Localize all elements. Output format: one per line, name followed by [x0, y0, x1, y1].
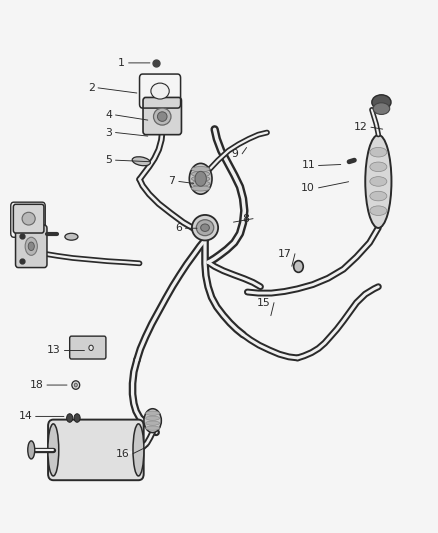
Text: 5: 5 — [105, 155, 112, 165]
Text: 12: 12 — [354, 122, 367, 132]
Text: 6: 6 — [175, 223, 182, 233]
FancyBboxPatch shape — [143, 98, 181, 135]
Ellipse shape — [201, 224, 209, 231]
Ellipse shape — [74, 383, 78, 387]
Ellipse shape — [146, 411, 159, 415]
Ellipse shape — [28, 441, 35, 459]
Ellipse shape — [372, 95, 391, 110]
Text: 14: 14 — [18, 411, 32, 422]
Ellipse shape — [191, 185, 210, 191]
Ellipse shape — [191, 181, 210, 186]
Ellipse shape — [151, 83, 169, 99]
Ellipse shape — [153, 108, 171, 125]
Text: 4: 4 — [105, 110, 112, 120]
Ellipse shape — [72, 381, 80, 389]
Ellipse shape — [21, 213, 34, 227]
Ellipse shape — [157, 112, 167, 122]
Ellipse shape — [146, 416, 159, 421]
Ellipse shape — [370, 176, 387, 186]
Ellipse shape — [191, 176, 210, 181]
Text: 13: 13 — [47, 345, 61, 356]
Ellipse shape — [133, 424, 144, 476]
Text: 16: 16 — [116, 449, 130, 458]
FancyBboxPatch shape — [70, 336, 106, 359]
FancyBboxPatch shape — [15, 225, 47, 268]
Ellipse shape — [195, 171, 206, 186]
Ellipse shape — [132, 157, 150, 166]
Ellipse shape — [365, 135, 392, 228]
Ellipse shape — [370, 206, 387, 215]
Ellipse shape — [373, 103, 390, 115]
Text: 15: 15 — [257, 297, 271, 308]
Ellipse shape — [25, 237, 37, 255]
Ellipse shape — [192, 215, 218, 240]
Ellipse shape — [89, 345, 93, 351]
Ellipse shape — [65, 233, 78, 240]
Text: 9: 9 — [232, 149, 239, 159]
Text: 7: 7 — [169, 176, 175, 187]
Ellipse shape — [191, 171, 210, 176]
Ellipse shape — [370, 162, 387, 172]
Ellipse shape — [189, 164, 212, 194]
Text: 1: 1 — [118, 58, 125, 68]
FancyBboxPatch shape — [48, 419, 144, 480]
Ellipse shape — [48, 424, 59, 476]
Ellipse shape — [67, 414, 73, 422]
Text: 17: 17 — [278, 249, 291, 259]
Text: 3: 3 — [105, 127, 112, 138]
Text: 18: 18 — [30, 380, 43, 390]
Text: 2: 2 — [88, 83, 95, 93]
Ellipse shape — [370, 191, 387, 201]
Ellipse shape — [146, 421, 159, 425]
Ellipse shape — [28, 242, 34, 251]
Ellipse shape — [191, 166, 210, 172]
Ellipse shape — [370, 148, 387, 157]
FancyBboxPatch shape — [13, 204, 44, 233]
Ellipse shape — [144, 409, 161, 433]
Ellipse shape — [196, 220, 214, 236]
Text: 8: 8 — [243, 214, 250, 224]
Ellipse shape — [146, 426, 159, 430]
Ellipse shape — [74, 414, 80, 422]
Ellipse shape — [22, 212, 35, 225]
Text: 10: 10 — [301, 183, 315, 193]
Text: 11: 11 — [301, 160, 315, 171]
Ellipse shape — [293, 261, 303, 272]
